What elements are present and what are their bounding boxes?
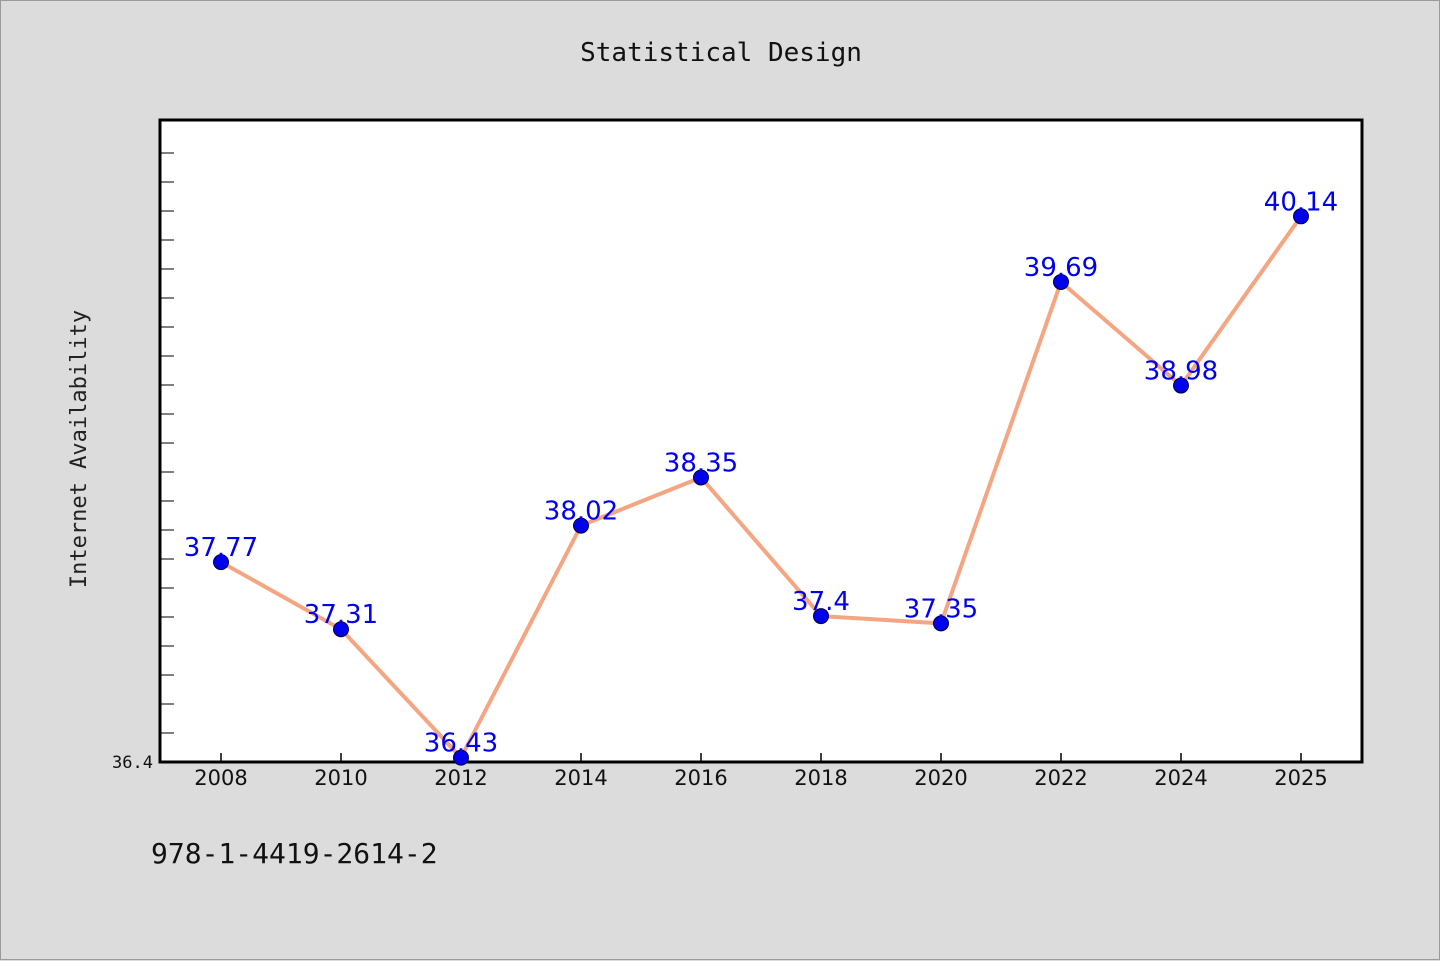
data-label: 36.43 [424,729,498,759]
x-tick-label: 2008 [194,766,247,790]
series-group: 37.77 37.31 36.43 38.02 38.35 37.4 37.35 39.69 3… [184,187,1338,766]
data-label: 37.4 [792,587,850,617]
x-tick-label: 2014 [554,766,607,790]
data-label: 39.69 [1024,253,1098,283]
data-label: 38.02 [544,497,618,527]
y-axis-min-label: 36.4 [112,753,153,773]
y-axis-ticks [160,152,174,734]
data-point [1173,377,1189,394]
data-label: 37.35 [904,594,978,624]
data-label: 37.77 [184,533,258,563]
x-axis-ticks: 2008 2010 2012 2014 2016 2018 2020 2022 2024 2025 [194,753,1328,790]
data-point [573,517,589,534]
y-axis-label: Internet Availability [67,310,92,588]
data-point [333,621,349,638]
x-tick-label: 2016 [674,766,727,790]
x-tick-label: 2012 [434,766,487,790]
x-tick-label: 2025 [1274,766,1327,790]
x-tick-label: 2018 [794,766,847,790]
data-point [1053,273,1069,290]
plot-area [158,118,1364,764]
data-point [213,554,229,571]
chart-title: Statistical Design [580,38,862,68]
data-label: 38.98 [1144,357,1218,387]
data-point [1293,208,1309,225]
footnote: 978-1-4419-2614-2 [151,837,438,870]
data-label: 37.31 [304,600,378,630]
data-point [453,749,469,766]
x-tick-label: 2022 [1034,766,1087,790]
data-label: 40.14 [1264,187,1338,217]
x-tick-label: 2024 [1154,766,1207,790]
data-point [933,615,949,632]
data-point [693,469,709,486]
series-line [219,214,1303,760]
x-tick-label: 2020 [914,766,967,790]
data-point [813,608,829,625]
x-tick-label: 2010 [314,766,367,790]
data-label: 38.35 [664,448,738,478]
